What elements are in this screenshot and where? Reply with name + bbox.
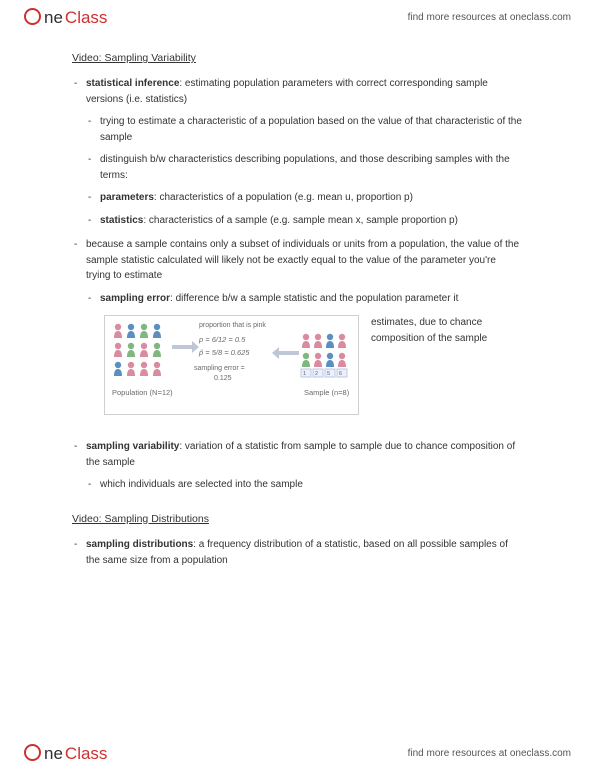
svg-text:p = 6/12 = 0.5: p = 6/12 = 0.5 [198,335,246,344]
svg-text:p̂ = 5/8 = 0.625: p̂ = 5/8 = 0.625 [198,348,250,357]
svg-text:Population (N=12): Population (N=12) [112,388,173,397]
sampling-diagram: Population (N=12) proportion that is pink… [104,315,523,415]
document-body: Video: Sampling Variability statistical … [72,48,523,722]
list-item: parameters: characteristics of a populat… [86,190,523,206]
paragraph: because a sample contains only a subset … [86,239,519,281]
bullet-list-3: sampling distributions: a frequency dist… [72,537,523,568]
page-footer: neClass find more resources at oneclass.… [0,736,595,770]
page-header: neClass find more resources at oneclass.… [0,0,595,34]
term: parameters [100,192,154,203]
logo-text-class: Class [65,8,108,28]
bullet-list-1: statistical inference: estimating popula… [72,76,523,306]
logo-circle-icon [24,8,41,25]
term: sampling distributions [86,539,193,550]
list-item: statistics: characteristics of a sample … [86,213,523,229]
svg-text:proportion that is pink: proportion that is pink [199,322,266,329]
term: statistical inference [86,78,179,89]
logo-text-one: ne [44,744,63,764]
list-item: distinguish b/w characteristics describi… [86,152,523,183]
diagram-svg: Population (N=12) proportion that is pink… [104,315,359,415]
list-item: sampling error: difference b/w a sample … [86,291,523,307]
definition: : characteristics of a sample (e.g. samp… [143,215,458,226]
logo-text-one: ne [44,8,63,28]
header-link-text: find more resources at oneclass.com [408,12,571,23]
diagram-caption: estimates, due to chance composition of … [371,315,521,346]
term: sampling error [100,293,170,304]
sub-list: which individuals are selected into the … [86,477,523,493]
list-item: trying to estimate a characteristic of a… [86,114,523,145]
term: sampling variability [86,441,179,452]
section-title-2: Video: Sampling Distributions [72,511,523,527]
list-item: sampling variability: variation of a sta… [72,439,523,493]
svg-text:6: 6 [339,371,342,377]
svg-text:5: 5 [327,371,330,377]
logo: neClass [24,742,107,764]
bullet-list-2: sampling variability: variation of a sta… [72,439,523,493]
sub-list: sampling error: difference b/w a sample … [86,291,523,307]
svg-text:Sample (n=8): Sample (n=8) [304,388,350,397]
list-item: sampling distributions: a frequency dist… [72,537,523,568]
svg-text:2: 2 [315,371,318,377]
footer-link-text: find more resources at oneclass.com [408,748,571,759]
list-item: because a sample contains only a subset … [72,237,523,306]
svg-text:1: 1 [303,371,306,377]
svg-text:sampling error =: sampling error = [194,365,245,372]
svg-text:0.125: 0.125 [214,375,232,382]
list-item: which individuals are selected into the … [86,477,523,493]
logo-circle-icon [24,744,41,761]
definition: : characteristics of a population (e.g. … [154,192,413,203]
definition: : difference b/w a sample statistic and … [170,293,458,304]
section-title-1: Video: Sampling Variability [72,50,523,66]
logo-text-class: Class [65,744,108,764]
logo: neClass [24,6,107,28]
list-item: statistical inference: estimating popula… [72,76,523,228]
term: statistics [100,215,143,226]
sub-list: trying to estimate a characteristic of a… [86,114,523,228]
